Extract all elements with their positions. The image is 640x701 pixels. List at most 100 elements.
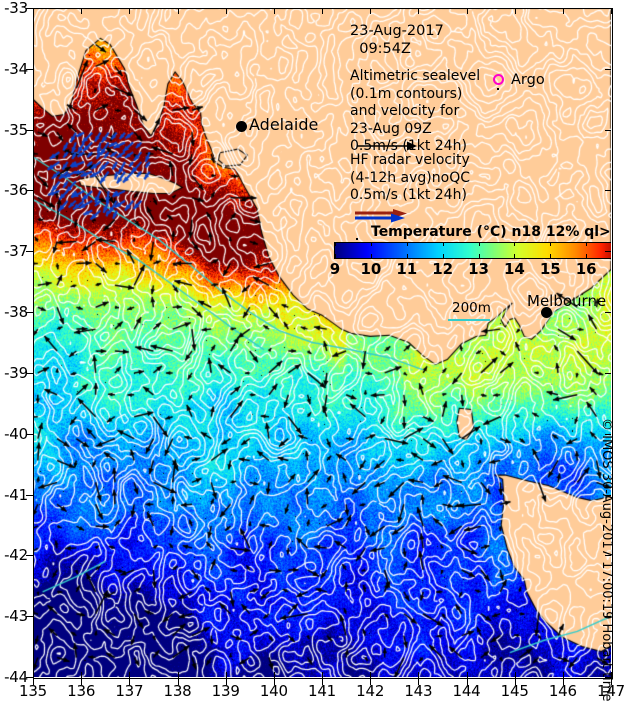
x-tick-label: 137 (115, 682, 144, 700)
isobath-line-sample (448, 319, 490, 321)
x-tick-top2 (322, 8, 323, 14)
x-tick-top (370, 672, 372, 678)
x-tick-label: 147 (596, 682, 626, 700)
y-tick (26, 433, 33, 435)
y-tick-right (605, 312, 611, 314)
x-tick-label: 139 (211, 682, 240, 700)
alti-line-1: Altimetric sealevel (350, 68, 481, 84)
y-tick-label: -40 (4, 424, 28, 443)
colorbar-tick-lower (370, 254, 372, 259)
y-tick-right (605, 494, 611, 496)
colorbar-tick (406, 242, 408, 246)
y-tick (26, 129, 33, 131)
x-tick-top2 (611, 8, 612, 14)
x-tick-label: 136 (67, 682, 96, 700)
y-tick-label: -42 (4, 546, 28, 565)
colorbar-tick-label: 13 (468, 260, 489, 278)
y-tick-right (605, 555, 611, 557)
isobath-label-200m: 200m (452, 300, 491, 316)
colorbar-tick-label: 16 (575, 260, 597, 278)
colorbar-tick (550, 242, 552, 246)
colorbar[interactable] (334, 242, 611, 259)
colorbar-tick-label: 9 (329, 260, 341, 278)
y-tick-right (605, 190, 611, 192)
datetime-annotation: 23-Aug-2017 09:54Z (350, 22, 444, 58)
x-tick-top2 (466, 8, 468, 14)
x-tick-label: 140 (259, 682, 288, 700)
y-tick (26, 555, 33, 557)
x-tick-top2 (177, 8, 179, 14)
colorbar-tick (442, 242, 444, 246)
x-tick (418, 678, 420, 685)
colorbar-tick-lower (550, 254, 552, 259)
time-text: 09:54Z (359, 41, 411, 57)
x-tick (370, 678, 372, 685)
map-plot-area[interactable]: 23-Aug-2017 09:54Z Altimetric sealevel (… (33, 8, 611, 677)
date-text: 23-Aug-2017 (350, 23, 444, 39)
x-tick-top2 (370, 8, 372, 14)
colorbar-title-dot (356, 238, 358, 240)
x-tick-top (129, 672, 131, 678)
colorbar-tick-label: 17 (606, 260, 611, 278)
x-tick-top2 (273, 8, 275, 14)
argo-label: Argo (511, 72, 545, 88)
x-tick-top (611, 672, 612, 678)
altimetric-legend: Altimetric sealevel (0.1m contours) and … (350, 68, 480, 156)
colorbar-tick (478, 242, 480, 246)
y-tick-right (605, 372, 611, 374)
colorbar-tick-lower (514, 254, 516, 259)
y-tick-label: -34 (4, 59, 28, 78)
y-tick-label: -39 (4, 363, 28, 382)
x-tick (562, 678, 564, 685)
hfradar-arrow-icon (355, 209, 407, 223)
x-tick (33, 678, 34, 685)
y-tick-right (605, 68, 611, 70)
colorbar-tick-lower (406, 254, 408, 259)
x-tick-top (466, 672, 468, 678)
x-tick (129, 678, 131, 685)
y-tick (26, 372, 33, 374)
y-tick (26, 8, 33, 9)
colorbar-title: Temperature (°C) n18 12% ql>=2 (371, 224, 611, 240)
x-tick-top2 (418, 8, 420, 14)
x-tick (273, 678, 275, 685)
y-tick-right (605, 8, 611, 9)
alti-line-3: and velocity for (350, 103, 460, 119)
colorbar-tick-label: 12 (432, 260, 454, 278)
y-tick-label: -35 (4, 120, 28, 139)
x-tick-label: 145 (500, 682, 529, 700)
city-marker-melbourne (541, 307, 552, 318)
x-tick (466, 678, 468, 685)
y-tick-label: -41 (4, 485, 28, 504)
city-label-melbourne: Melbourne (527, 292, 607, 310)
x-tick-top (514, 672, 516, 678)
x-tick-top2 (129, 8, 131, 14)
y-tick-right (605, 616, 611, 618)
colorbar-tick (370, 242, 372, 246)
y-tick (26, 494, 33, 496)
x-tick-top (225, 672, 227, 678)
hf-line-2: (4-12h avg)noQC (350, 169, 471, 186)
y-tick (26, 190, 33, 192)
y-tick-label: -37 (4, 242, 28, 261)
x-tick (322, 678, 323, 685)
overlay-vectors-contours-canvas (33, 8, 611, 677)
x-tick (81, 678, 83, 685)
colorbar-tick (514, 242, 516, 246)
x-tick-label: 144 (452, 682, 481, 700)
hf-line-3: 0.5m/s (1kt 24h) (350, 187, 467, 203)
x-tick-label: 138 (163, 682, 192, 700)
hfradar-legend: HF radar velocity (4-12h avg)noQC 0.5m/s… (350, 152, 470, 205)
colorbar-tick-lower (335, 254, 336, 259)
y-tick-right (605, 433, 611, 435)
x-tick-top2 (81, 8, 83, 14)
y-tick (26, 312, 33, 314)
hf-line-1: HF radar velocity (350, 152, 470, 168)
colorbar-gradient (335, 243, 611, 258)
argo-small-dot (497, 88, 499, 90)
colorbar-tick (586, 242, 588, 246)
y-tick (26, 68, 33, 70)
y-tick (26, 251, 33, 253)
x-tick-label: 135 (18, 682, 48, 700)
x-tick (177, 678, 179, 685)
